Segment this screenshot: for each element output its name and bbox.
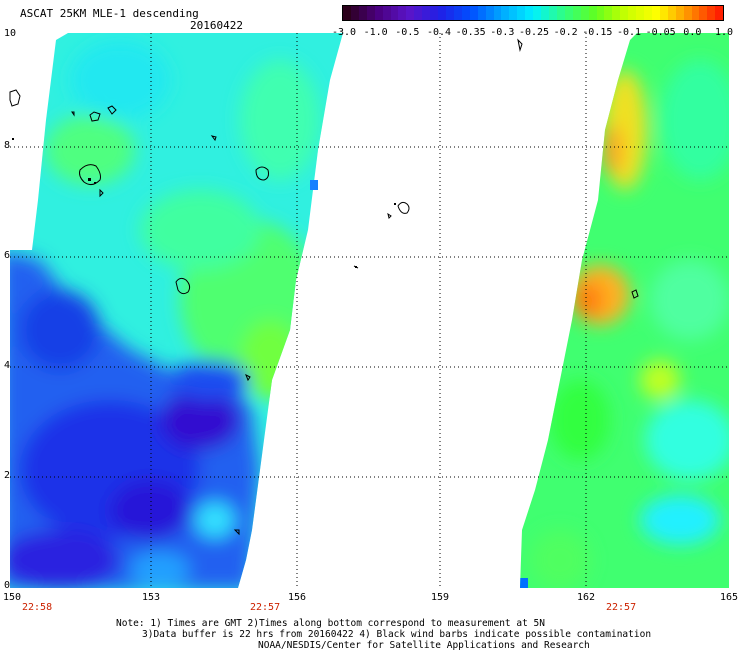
footer-note-2: 3)Data buffer is 22 hrs from 20160422 4)… xyxy=(142,629,652,640)
colorbar-segment xyxy=(366,6,375,20)
colorbar-segment xyxy=(604,6,613,20)
colorbar-label: -0.1 xyxy=(616,27,642,38)
colorbar-segment xyxy=(398,6,407,20)
colorbar-segment xyxy=(525,6,534,20)
colorbar-segment xyxy=(612,6,621,20)
colorbar-label: -1.0 xyxy=(363,27,388,38)
product-title: ASCAT 25KM MLE-1 descending xyxy=(20,7,199,20)
colorbar-segment xyxy=(382,6,391,20)
colorbar-segment xyxy=(485,6,494,20)
colorbar-segment xyxy=(358,6,367,20)
left-swath xyxy=(10,33,343,588)
colorbar-segment xyxy=(659,6,668,20)
x-tick-159: 159 xyxy=(431,592,450,603)
product-date: 20160422 xyxy=(190,19,243,32)
colorbar-segment xyxy=(588,6,597,20)
grid xyxy=(10,33,729,588)
colorbar-label: 0.0 xyxy=(683,27,702,38)
colorbar-segment xyxy=(453,6,462,20)
colorbar-segment xyxy=(406,6,415,20)
colorbar-segment xyxy=(501,6,510,20)
pass-time-right: 22:57 xyxy=(606,602,637,613)
colorbar-segment xyxy=(422,6,431,20)
colorbar-segment xyxy=(651,6,660,20)
y-tick-8: 8 xyxy=(4,140,11,151)
colorbar-label: -0.35 xyxy=(455,27,486,38)
colorbar-segment xyxy=(628,6,637,20)
pass-time-left: 22:58 xyxy=(22,602,53,613)
colorbar-segment xyxy=(430,6,439,20)
colorbar-segment xyxy=(683,6,692,20)
colorbar-label: -0.4 xyxy=(426,27,452,38)
colorbar-segment xyxy=(533,6,542,20)
colorbar-segment xyxy=(509,6,518,20)
right-swath xyxy=(520,33,729,588)
colorbar xyxy=(342,5,724,21)
colorbar-segment xyxy=(556,6,565,20)
colorbar-segment xyxy=(414,6,423,20)
colorbar-segment xyxy=(572,6,581,20)
colorbar-segment xyxy=(343,6,351,20)
x-tick-162: 162 xyxy=(577,592,596,603)
colorbar-segment xyxy=(461,6,470,20)
colorbar-segment xyxy=(477,6,486,20)
edge-pixel xyxy=(310,180,318,190)
y-tick-6: 6 xyxy=(4,250,11,261)
colorbar-segment xyxy=(445,6,454,20)
y-tick-0: 0 xyxy=(4,580,11,591)
colorbar-segment xyxy=(667,6,676,20)
colorbar-segment xyxy=(596,6,605,20)
colorbar-label: 1.0 xyxy=(714,27,734,38)
x-tick-156: 156 xyxy=(288,592,307,603)
colorbar-segment xyxy=(715,6,724,20)
colorbar-segment xyxy=(517,6,526,20)
colorbar-segment xyxy=(493,6,502,20)
y-tick-10: 10 xyxy=(4,28,17,39)
colorbar-segment xyxy=(620,6,629,20)
colorbar-segment xyxy=(469,6,478,20)
colorbar-label: -0.05 xyxy=(645,27,676,38)
colorbar-segment xyxy=(675,6,684,20)
colorbar-label: -3.0 xyxy=(331,27,357,38)
footer-credit: NOAA/NESDIS/Center for Satellite Applica… xyxy=(258,640,590,651)
colorbar-segment xyxy=(699,6,708,20)
y-tick-2: 2 xyxy=(4,470,11,481)
colorbar-segment xyxy=(691,6,700,20)
colorbar-segment xyxy=(390,6,399,20)
colorbar-segment xyxy=(580,6,589,20)
x-tick-165: 165 xyxy=(720,592,739,603)
x-tick-153: 153 xyxy=(142,592,161,603)
colorbar-segment xyxy=(636,6,645,20)
barb-marks xyxy=(12,138,396,268)
pass-time-middle: 22:57 xyxy=(250,602,281,613)
colorbar-segment xyxy=(541,6,549,20)
colorbar-segment xyxy=(644,6,652,20)
colorbar-label: -0.3 xyxy=(490,27,515,38)
colorbar-segment xyxy=(564,6,573,20)
colorbar-segment xyxy=(350,6,359,20)
colorbar-segment xyxy=(438,6,446,20)
colorbar-label: -0.5 xyxy=(395,27,420,38)
x-tick-150: 150 xyxy=(3,592,22,603)
colorbar-label: -0.15 xyxy=(582,27,613,38)
colorbar-labels: -3.0 -1.0 -0.5 -0.4 -0.35 -0.3 -0.25 -0.2 -0.15-… xyxy=(330,27,740,39)
footer-note-1: Note: 1) Times are GMT 2)Times along bot… xyxy=(116,618,545,629)
colorbar-label: -0.25 xyxy=(518,27,550,38)
colorbar-label: -0.2 xyxy=(553,27,578,38)
colorbar-segment xyxy=(374,6,383,20)
colorbar-segment xyxy=(548,6,557,20)
y-tick-4: 4 xyxy=(4,360,11,371)
colorbar-segment xyxy=(707,6,716,20)
